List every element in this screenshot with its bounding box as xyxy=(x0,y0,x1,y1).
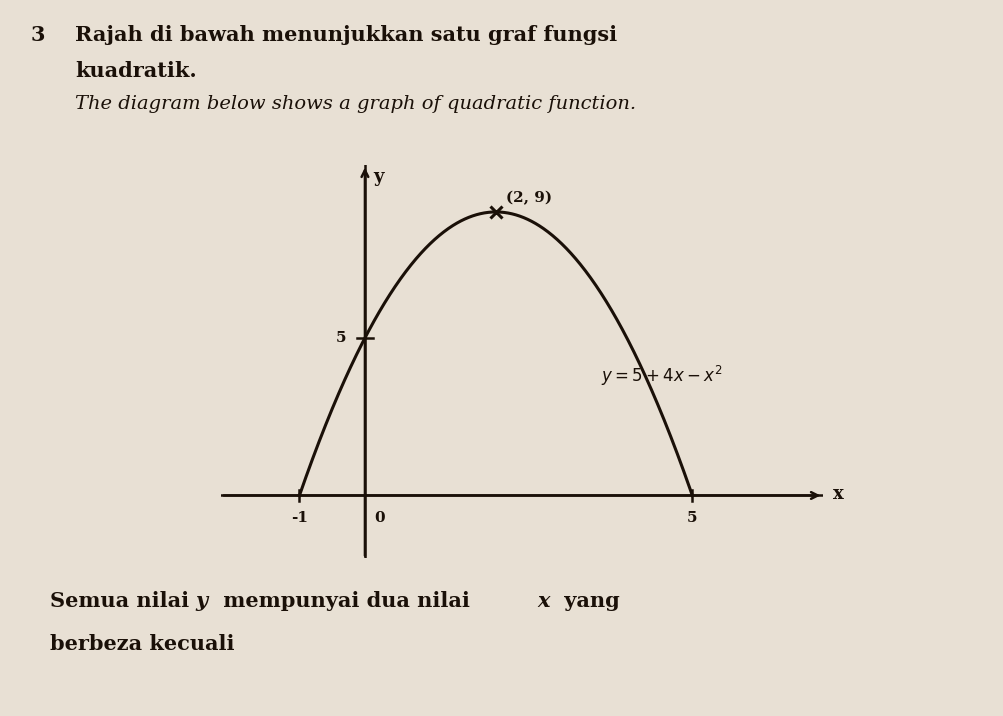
Text: x: x xyxy=(537,591,549,611)
Text: -1: -1 xyxy=(291,511,308,526)
Text: mempunyai dua nilai: mempunyai dua nilai xyxy=(216,591,476,611)
Text: y: y xyxy=(196,591,208,611)
Text: The diagram below shows a graph of quadratic function.: The diagram below shows a graph of quadr… xyxy=(75,95,636,112)
Text: Semua nilai: Semua nilai xyxy=(50,591,197,611)
Text: 0: 0 xyxy=(374,511,384,526)
Text: yang: yang xyxy=(557,591,620,611)
Text: berbeza kecuali: berbeza kecuali xyxy=(50,634,235,654)
Text: y: y xyxy=(372,168,383,186)
Text: 5: 5 xyxy=(336,331,346,345)
Text: Rajah di bawah menunjukkan satu graf fungsi: Rajah di bawah menunjukkan satu graf fun… xyxy=(75,25,617,45)
Text: kuadratik.: kuadratik. xyxy=(75,61,197,81)
Text: 5: 5 xyxy=(686,511,697,526)
Text: $y = 5 + 4x - x^2$: $y = 5 + 4x - x^2$ xyxy=(600,364,721,388)
Text: (2, 9): (2, 9) xyxy=(506,191,552,205)
Text: x: x xyxy=(832,485,843,503)
Text: 3: 3 xyxy=(30,25,44,45)
